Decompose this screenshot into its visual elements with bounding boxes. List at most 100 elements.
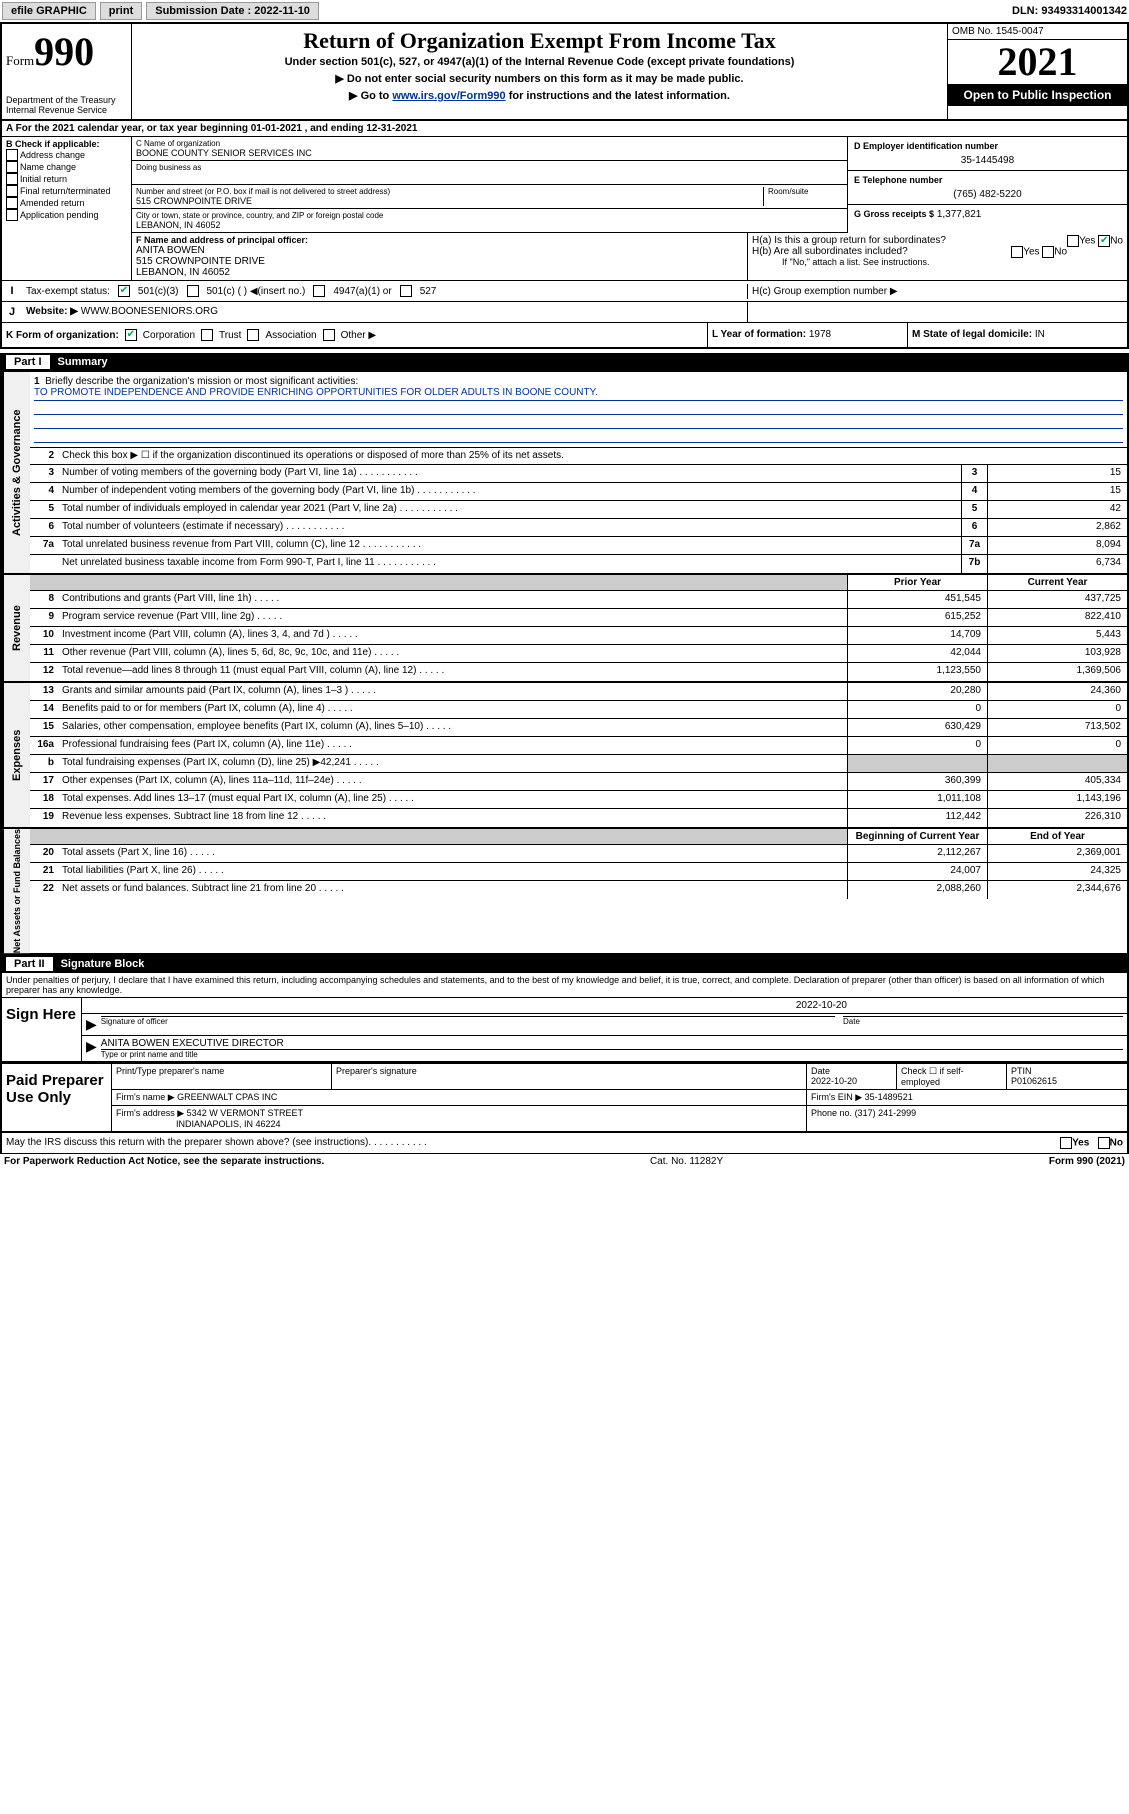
submission-date: Submission Date : 2022-11-10 <box>146 2 319 20</box>
website-value: WWW.BOONESENIORS.ORG <box>81 306 218 317</box>
expenses-section: Expenses 13Grants and similar amounts pa… <box>0 683 1129 829</box>
checkbox-icon[interactable] <box>6 185 18 197</box>
revenue-side-label: Revenue <box>2 575 30 681</box>
signer-name: ANITA BOWEN EXECUTIVE DIRECTOR <box>101 1038 1123 1049</box>
column-c: C Name of organization BOONE COUNTY SENI… <box>132 137 847 233</box>
org-name-label: C Name of organization <box>136 139 843 148</box>
part2-header: Part II Signature Block <box>0 955 1129 973</box>
summary-row: 9Program service revenue (Part VIII, lin… <box>30 609 1127 627</box>
corp-checkbox[interactable] <box>125 329 137 341</box>
dln-label: DLN: 93493314001342 <box>1012 5 1127 17</box>
penalty-text: Under penalties of perjury, I declare th… <box>2 973 1127 998</box>
check-item: Final return/terminated <box>6 185 127 197</box>
527-checkbox[interactable] <box>400 285 412 297</box>
efile-button[interactable]: efile GRAPHIC <box>2 2 96 20</box>
part2-num: Part II <box>6 957 53 971</box>
officer-row: F Name and address of principal officer:… <box>0 233 1129 281</box>
4947-checkbox[interactable] <box>313 285 325 297</box>
501c3-checkbox[interactable] <box>118 285 130 297</box>
summary-row: 5Total number of individuals employed in… <box>30 501 1127 519</box>
k-row: K Form of organization: Corporation Trus… <box>0 323 1129 349</box>
summary-row: 4Number of independent voting members of… <box>30 483 1127 501</box>
officer-city: LEBANON, IN 46052 <box>136 267 743 278</box>
prior-year-header: Prior Year <box>847 575 987 590</box>
print-button[interactable]: print <box>100 2 142 20</box>
part1-num: Part I <box>6 355 50 369</box>
city-label: City or town, state or province, country… <box>136 211 843 220</box>
governance-side-label: Activities & Governance <box>2 372 30 573</box>
expenses-side-label: Expenses <box>2 683 30 827</box>
summary-row: 10Investment income (Part VIII, column (… <box>30 627 1127 645</box>
open-public-badge: Open to Public Inspection <box>948 84 1127 106</box>
assoc-checkbox[interactable] <box>247 329 259 341</box>
website-row: J Website: ▶ WWW.BOONESENIORS.ORG <box>0 302 1129 323</box>
check-item: Application pending <box>6 209 127 221</box>
summary-row: 7aTotal unrelated business revenue from … <box>30 537 1127 555</box>
current-year-header: Current Year <box>987 575 1127 590</box>
phone-value: (765) 482-5220 <box>854 189 1121 200</box>
dept-label: Department of the Treasury <box>6 95 127 105</box>
status-label: Tax-exempt status: <box>26 286 110 297</box>
ein-value: 35-1445498 <box>854 155 1121 166</box>
discuss-yes-checkbox[interactable] <box>1060 1137 1072 1149</box>
checkbox-icon[interactable] <box>6 149 18 161</box>
sig-date-label: Date <box>843 1016 1123 1033</box>
checkbox-icon[interactable] <box>6 197 18 209</box>
summary-row: 21Total liabilities (Part X, line 26)24,… <box>30 863 1127 881</box>
tax-year: 2021 <box>948 40 1127 84</box>
street-label: Number and street (or P.O. box if mail i… <box>136 187 763 196</box>
summary-row: 6Total number of volunteers (estimate if… <box>30 519 1127 537</box>
room-label: Room/suite <box>768 187 843 196</box>
column-d: D Employer identification number 35-1445… <box>847 137 1127 233</box>
501c-checkbox[interactable] <box>187 285 199 297</box>
part1-title: Summary <box>58 356 108 368</box>
summary-row: 14Benefits paid to or for members (Part … <box>30 701 1127 719</box>
irs-label: Internal Revenue Service <box>6 105 127 115</box>
omb-number: OMB No. 1545-0047 <box>948 24 1127 40</box>
form-title: Return of Organization Exempt From Incom… <box>136 28 943 54</box>
summary-row: 3Number of voting members of the governi… <box>30 465 1127 483</box>
checkbox-icon[interactable] <box>6 209 18 221</box>
checkbox-icon[interactable] <box>6 173 18 185</box>
part2-title: Signature Block <box>61 958 145 970</box>
header-left: Form990 Department of the Treasury Inter… <box>2 24 132 119</box>
trust-checkbox[interactable] <box>201 329 213 341</box>
firm-name: GREENWALT CPAS INC <box>177 1092 277 1102</box>
k-label: K Form of organization: <box>6 330 119 341</box>
summary-row: 16aProfessional fundraising fees (Part I… <box>30 737 1127 755</box>
officer-street: 515 CROWNPOINTE DRIVE <box>136 256 743 267</box>
summary-row: 15Salaries, other compensation, employee… <box>30 719 1127 737</box>
entity-block: B Check if applicable: Address changeNam… <box>0 137 1129 233</box>
toolbar: efile GRAPHIC print Submission Date : 20… <box>0 0 1129 24</box>
irs-link[interactable]: www.irs.gov/Form990 <box>392 90 505 102</box>
summary-row: bTotal fundraising expenses (Part IX, co… <box>30 755 1127 773</box>
netassets-side-label: Net Assets or Fund Balances <box>2 829 30 953</box>
summary-row: Net unrelated business taxable income fr… <box>30 555 1127 573</box>
governance-section: Activities & Governance 1 Briefly descri… <box>0 371 1129 575</box>
part1-header: Part I Summary <box>0 353 1129 371</box>
row-a-tax-year: A For the 2021 calendar year, or tax yea… <box>0 121 1129 137</box>
firm-phone: (317) 241-2999 <box>855 1108 917 1118</box>
netassets-section: Net Assets or Fund Balances Beginning of… <box>0 829 1129 955</box>
year-formation: 1978 <box>809 329 831 340</box>
discuss-row: May the IRS discuss this return with the… <box>0 1133 1129 1154</box>
dba-label: Doing business as <box>136 163 843 172</box>
check-item: Initial return <box>6 173 127 185</box>
city-state-zip: LEBANON, IN 46052 <box>136 220 843 230</box>
checkbox-icon[interactable] <box>6 161 18 173</box>
summary-row: 12Total revenue—add lines 8 through 11 (… <box>30 663 1127 681</box>
subtitle-3: ▶ Go to www.irs.gov/Form990 for instruct… <box>136 89 943 102</box>
gross-label: G Gross receipts $ <box>854 209 934 219</box>
prep-name-label: Print/Type preparer's name <box>112 1064 332 1089</box>
hb-label: H(b) Are all subordinates included? <box>752 246 908 257</box>
discuss-no-checkbox[interactable] <box>1098 1137 1110 1149</box>
ha-label: H(a) Is this a group return for subordin… <box>752 235 946 246</box>
officer-label: F Name and address of principal officer: <box>136 235 743 245</box>
prep-sig-label: Preparer's signature <box>332 1064 807 1089</box>
mission-label: Briefly describe the organization's miss… <box>45 376 358 387</box>
other-checkbox[interactable] <box>323 329 335 341</box>
gross-value: 1,377,821 <box>937 209 982 220</box>
hc-label: H(c) Group exemption number ▶ <box>747 284 1127 299</box>
prep-check-label: Check ☐ if self-employed <box>897 1064 1007 1089</box>
form-word: Form <box>6 53 34 68</box>
